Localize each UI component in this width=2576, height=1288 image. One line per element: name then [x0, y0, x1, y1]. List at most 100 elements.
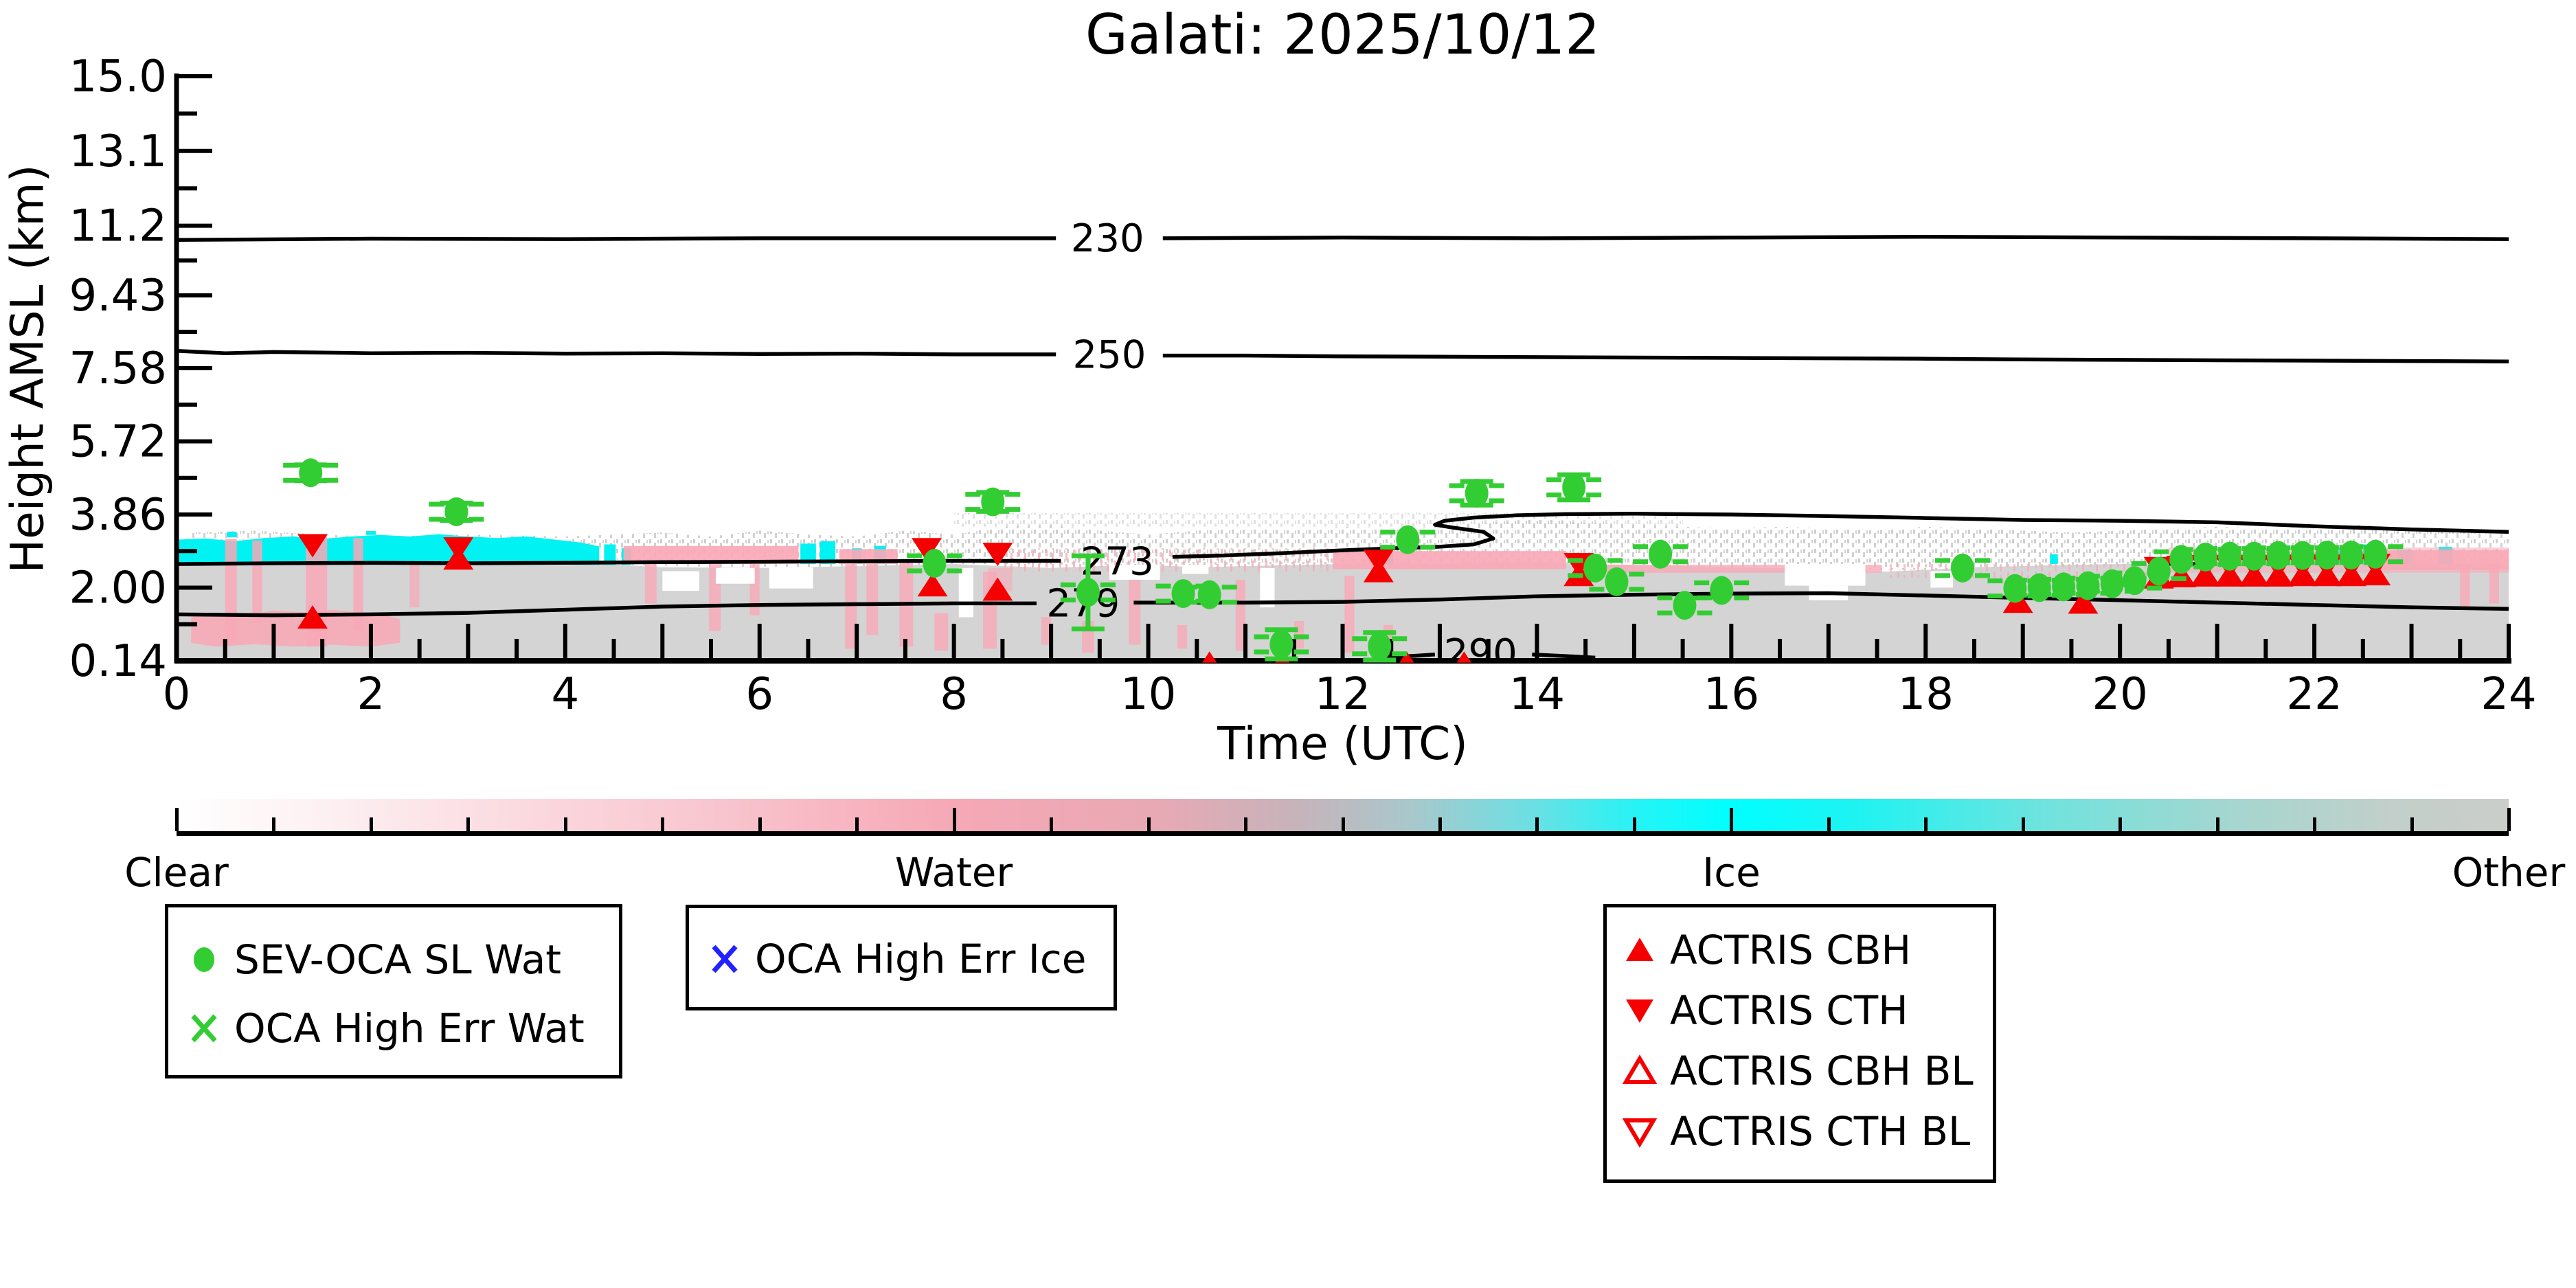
x-marker-icon — [191, 1014, 217, 1043]
legend-item-label: ACTRIS CBH BL — [1670, 1048, 1974, 1094]
colorbar-tick — [1146, 817, 1151, 831]
x-axis-tick-label: 18 — [1898, 669, 1954, 720]
legend-item: ACTRIS CTH — [1622, 980, 1978, 1041]
actris-cbh-marker — [443, 546, 474, 570]
actris-cbh-marker — [2287, 563, 2318, 587]
field-region — [820, 541, 836, 565]
sev-oca-circle — [1673, 591, 1697, 620]
field-region — [306, 536, 328, 647]
actris-cbh-marker — [2239, 563, 2270, 587]
contour-line-279 — [1133, 591, 2509, 611]
sev-oca-point — [1546, 472, 1602, 503]
legend-item-label: ACTRIS CBH — [1670, 927, 1912, 973]
x-marker-icon — [191, 1014, 217, 1043]
legend-box-actris: ACTRIS CBH ACTRIS CTH ACTRIS CBH BL ACTRIS … — [1603, 904, 1996, 1183]
triangle-down-icon — [1626, 999, 1653, 1023]
actris-cbh-marker — [1456, 651, 1471, 663]
field-region — [1177, 624, 1188, 649]
y-axis-tick-label: 0.14 — [69, 636, 168, 687]
field-region — [604, 544, 616, 565]
colorbar-tick — [2215, 817, 2219, 831]
actris-cth-marker — [297, 534, 328, 558]
sev-oca-point — [1380, 525, 1436, 554]
x-axis-tick-label: 14 — [1509, 669, 1565, 720]
field-region — [958, 567, 973, 618]
sev-oca-circle — [2100, 569, 2124, 598]
actris-cbh-marker — [2360, 562, 2391, 586]
colorbar-tick — [2507, 808, 2511, 831]
legend-item: ACTRIS CBH BL — [1622, 1041, 1978, 1101]
x-axis-tick-label: 10 — [1120, 669, 1176, 720]
contour-line-250 — [177, 348, 1057, 357]
sev-oca-point — [1449, 479, 1504, 508]
legend-item: ACTRIS CBH — [1622, 920, 1978, 980]
field-region — [662, 571, 700, 591]
x-axis-tick-label: 24 — [2481, 669, 2536, 720]
sev-oca-circle — [2218, 541, 2242, 571]
sev-oca-circle — [1197, 580, 1221, 609]
sev-oca-circle — [1465, 479, 1489, 508]
actris-cbh-marker — [297, 605, 328, 629]
field-region — [716, 567, 755, 584]
contour-line-230 — [177, 236, 1057, 242]
sev-oca-circle — [444, 497, 468, 526]
sev-oca-point — [1182, 580, 1237, 609]
colorbar-tick — [466, 817, 471, 831]
x-axis-tick-label: 6 — [745, 669, 773, 720]
contour-line-273 — [177, 558, 1061, 566]
circle-marker-icon — [194, 947, 214, 972]
colorbar-tick — [1827, 817, 1831, 831]
actris-cbh-marker — [1399, 651, 1414, 663]
field-region — [1260, 567, 1275, 608]
field-region — [177, 534, 600, 565]
data-markers — [283, 458, 2404, 663]
field-region — [1129, 567, 1141, 645]
actris-cbh-marker — [1202, 651, 1217, 663]
colorbar-tick — [2410, 817, 2414, 831]
x-axis-tick-label: 20 — [2092, 669, 2147, 720]
legend-item-label: ACTRIS CTH BL — [1670, 1108, 1971, 1155]
colorbar-tick — [661, 817, 665, 831]
legend-item: OCA High Err Wat — [186, 994, 601, 1063]
x-axis-tick-label: 12 — [1315, 669, 1370, 720]
actris-cbh-marker — [917, 573, 948, 597]
sev-oca-circle — [1583, 553, 1607, 583]
colorbar-label-other: Other — [2452, 849, 2566, 896]
colorbar-label-water: Water — [894, 849, 1013, 896]
x-marker-icon — [712, 945, 738, 973]
sev-oca-circle — [2315, 540, 2339, 569]
contour-label-250: 250 — [1073, 332, 1146, 377]
actris-cbh-marker — [1363, 558, 1394, 583]
y-axis-tick-label: 15.0 — [69, 52, 168, 102]
field-region — [2489, 564, 2499, 604]
triangle-up-icon — [1626, 938, 1653, 961]
legend-item-label: SEV-OCA SL Wat — [234, 936, 562, 983]
colorbar-tick — [952, 808, 956, 831]
chart-title: Galati: 2025/10/12 — [1085, 3, 1601, 67]
sev-oca-circle — [1396, 525, 1420, 554]
x-axis-tick-label: 8 — [940, 669, 968, 720]
sev-oca-circle — [2147, 556, 2171, 586]
sev-oca-point — [1633, 539, 1688, 569]
sev-oca-circle — [1562, 473, 1586, 502]
y-axis-tick-label: 2.00 — [69, 563, 168, 613]
field-region — [1785, 564, 1866, 586]
y-axis-tick-label: 13.1 — [69, 126, 168, 177]
colorbar-label-ice: Ice — [1702, 849, 1761, 896]
field-region — [1182, 565, 1209, 574]
field-region — [769, 567, 813, 589]
colorbar-tick — [1050, 817, 1054, 831]
sev-oca-circle — [1605, 567, 1629, 596]
colorbar-tick — [2119, 817, 2123, 831]
sev-oca-circle — [981, 487, 1005, 517]
colorbar-tick — [175, 808, 179, 831]
triangle-down-open-icon — [1622, 1118, 1658, 1148]
field-region — [1109, 565, 1160, 580]
sev-oca-point — [283, 458, 339, 488]
colorbar — [175, 799, 2511, 836]
contour-line-230 — [1162, 234, 2509, 241]
field-region — [2050, 554, 2058, 565]
sev-oca-point — [1060, 553, 1116, 632]
actris-cbh-marker — [2190, 563, 2221, 587]
